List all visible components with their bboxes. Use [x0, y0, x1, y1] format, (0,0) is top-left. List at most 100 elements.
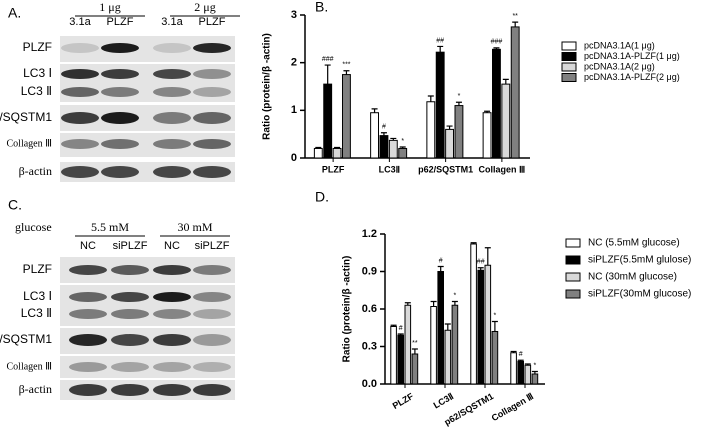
group-label: 5.5 mM	[91, 220, 129, 234]
legend-swatch	[565, 289, 581, 299]
row-label: LC3 Ⅰ	[23, 66, 52, 80]
error-bar	[427, 95, 434, 102]
significance-mark: #	[382, 124, 386, 131]
blot-band	[193, 112, 231, 124]
blot-band	[153, 309, 191, 319]
bar	[451, 304, 459, 385]
significance-mark: *	[534, 362, 537, 369]
bar	[404, 304, 412, 385]
bar	[470, 243, 477, 385]
panel-label: A.	[8, 5, 21, 21]
blot-band	[153, 166, 191, 178]
blot-band	[193, 166, 231, 178]
bar	[435, 51, 445, 159]
bar	[482, 112, 492, 159]
bar	[484, 264, 492, 385]
y-tick-label: 0.0	[362, 378, 377, 390]
bar	[398, 147, 408, 159]
blot-band	[193, 43, 231, 53]
legend-label: siPLZF(5.5mM glulose)	[588, 255, 691, 266]
legend-swatch	[561, 62, 577, 72]
significance-mark: ###	[491, 39, 503, 46]
legend-label: NC (5.5mM glucose)	[588, 238, 680, 249]
blot-band	[61, 139, 99, 149]
legend-label: pcDNA3.1A(1 μg)	[584, 40, 655, 50]
lane-label: 3.1a	[161, 16, 183, 28]
blot-strip	[60, 356, 235, 378]
significance-mark: **	[512, 13, 518, 20]
blot-band	[61, 69, 99, 79]
error-bar	[484, 110, 491, 113]
lane-label: NC	[164, 240, 180, 252]
blot-band	[69, 292, 107, 302]
error-bar	[510, 350, 517, 353]
legend-label: NC (30mM glucose)	[588, 272, 677, 283]
significance-mark: *	[494, 312, 497, 319]
significance-mark: ###	[322, 56, 334, 63]
blot-band	[153, 87, 191, 97]
blot-band	[111, 292, 149, 302]
blot-band	[193, 309, 231, 319]
blot-band	[111, 265, 149, 275]
blot-band	[153, 69, 191, 79]
y-tick-label: 0.6	[362, 303, 377, 315]
lane-label: PLZF	[107, 16, 134, 28]
blot-band	[193, 139, 231, 149]
y-tick-label: 1	[291, 104, 297, 116]
lane-label: siPLZF	[113, 240, 148, 252]
row-label: PLZF	[23, 40, 52, 54]
x-tick-label: p62/SQSTM1	[418, 164, 473, 174]
blot-strip	[60, 285, 235, 326]
legend-swatch	[561, 73, 577, 82]
x-tick-label: Collagen Ⅲ	[490, 391, 535, 423]
blot-band	[193, 334, 231, 346]
blot-band	[69, 309, 107, 319]
blot-band	[101, 87, 139, 97]
bar	[510, 26, 520, 159]
bar	[379, 135, 389, 159]
legend-label: siPLZF(30mM glucose)	[588, 289, 691, 300]
blot-band	[101, 139, 139, 149]
bar	[477, 269, 484, 385]
row-label: p62/SQSTM1	[0, 110, 52, 124]
error-bar	[324, 64, 331, 85]
blot-band	[111, 309, 149, 319]
error-bar	[484, 247, 491, 266]
lane-label: PLZF	[199, 16, 226, 28]
blot-band	[153, 362, 191, 372]
lane-label: 3.1a	[69, 16, 91, 28]
blot-band	[153, 265, 191, 275]
blot-band	[153, 334, 191, 346]
bar	[445, 128, 454, 159]
error-bar	[343, 70, 350, 75]
blot-band	[61, 112, 99, 124]
blot-band	[101, 69, 139, 79]
x-tick-label: LC3Ⅱ	[432, 391, 456, 410]
y-tick-label: 0	[291, 152, 297, 164]
error-bar	[444, 323, 451, 331]
panel-label: D.	[315, 189, 329, 205]
blot-band	[61, 166, 99, 178]
condition-label: glucose	[15, 220, 52, 234]
significance-mark: ##	[477, 259, 485, 266]
error-bar	[411, 348, 418, 354]
row-label: β-actin	[19, 382, 52, 396]
y-axis-label: Ratio (protein/β -actin)	[342, 256, 353, 363]
blot-band	[61, 43, 99, 53]
error-bar	[491, 320, 498, 332]
bar	[323, 83, 333, 159]
bar	[388, 139, 398, 159]
bar	[426, 101, 436, 159]
blot-band	[193, 362, 231, 372]
bar	[397, 334, 404, 385]
row-label: p62/SQSTM1	[0, 332, 52, 346]
blot-band	[111, 384, 149, 396]
significance-mark: ***	[342, 62, 350, 69]
x-tick-label: PLZF	[322, 164, 345, 174]
blot-band	[61, 87, 99, 97]
blot-band	[111, 334, 149, 346]
y-tick-label: 0.3	[362, 340, 377, 352]
bar	[501, 83, 511, 159]
